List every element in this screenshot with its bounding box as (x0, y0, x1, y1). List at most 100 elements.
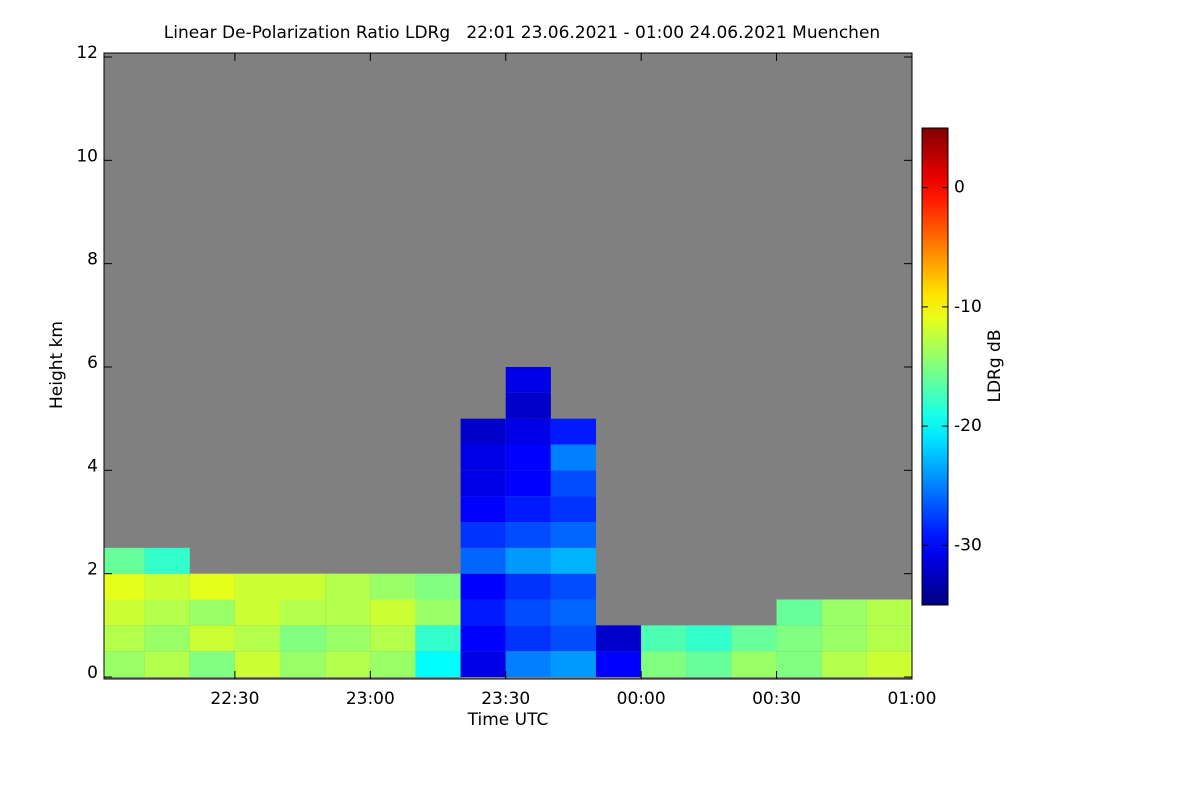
y-tick-label: 4 (87, 456, 98, 476)
heatmap-cell (325, 599, 371, 626)
heatmap-cell (550, 651, 597, 677)
heatmap-cell (460, 651, 506, 677)
heatmap-cell (325, 651, 371, 677)
heatmap-cell (460, 470, 506, 497)
colorbar-label: LDRg dB (985, 329, 1005, 402)
y-tick-label: 2 (87, 560, 98, 580)
y-tick-label: 0 (87, 663, 98, 683)
heatmap-cell (505, 367, 551, 393)
heatmap-cell (415, 625, 461, 652)
heatmap (104, 367, 912, 677)
x-tick-label: 23:00 (346, 689, 395, 709)
heatmap-cell (550, 625, 597, 652)
heatmap-cell (550, 599, 597, 626)
colorbar-tick-label: -20 (954, 416, 982, 436)
heatmap-cell (189, 625, 235, 652)
heatmap-cell (104, 573, 145, 600)
heatmap-cell (460, 573, 506, 600)
heatmap-cell (550, 496, 597, 522)
y-tick-label: 6 (87, 353, 98, 373)
heatmap-cell (144, 547, 190, 574)
heatmap-cell (550, 470, 597, 497)
heatmap-cell (821, 625, 867, 652)
heatmap-cell (821, 651, 867, 677)
heatmap-cell (234, 573, 281, 600)
heatmap-cell (460, 522, 506, 548)
heatmap-cell (325, 573, 371, 600)
heatmap-cell (370, 599, 416, 626)
heatmap-cell (189, 651, 235, 677)
plot-frame (103, 52, 913, 680)
heatmap-cell (234, 651, 281, 677)
heatmap-cell (641, 651, 687, 677)
heatmap-cell (821, 599, 867, 626)
x-tick-label: 01:00 (888, 689, 937, 709)
heatmap-cell (776, 625, 822, 652)
x-axis-label: Time UTC (467, 710, 549, 730)
heatmap-cell (505, 599, 551, 626)
heatmap-cell (460, 547, 506, 574)
heatmap-cell (596, 651, 642, 677)
heatmap-cell (104, 625, 145, 652)
heatmap-cell (686, 651, 732, 677)
heatmap-cell (189, 573, 235, 600)
x-tick-label: 00:30 (752, 689, 801, 709)
chart-title: Linear De-Polarization Ratio LDRg 22:01 … (164, 23, 880, 43)
heatmap-cell (144, 625, 190, 652)
heatmap-cell (505, 651, 551, 677)
heatmap-cell (104, 651, 145, 677)
heatmap-cell (104, 599, 145, 626)
colorbar-tick-label: -10 (954, 297, 982, 317)
heatmap-cell (280, 625, 326, 652)
colorbar (921, 127, 949, 606)
colorbar-tick-label: 0 (954, 178, 965, 198)
colorbar-tick-label: -30 (954, 535, 982, 555)
heatmap-cell (731, 651, 777, 677)
heatmap-cell (550, 573, 597, 600)
heatmap-cell (144, 573, 190, 600)
x-tick-label: 00:00 (617, 689, 666, 709)
heatmap-cell (415, 651, 461, 677)
heatmap-cell (505, 392, 551, 419)
heatmap-cell (866, 651, 912, 677)
heatmap-cell (505, 547, 551, 574)
heatmap-cell (144, 599, 190, 626)
heatmap-cell (866, 599, 912, 626)
heatmap-cell (280, 599, 326, 626)
heatmap-cell (550, 444, 597, 471)
heatmap-cell (596, 625, 642, 652)
heatmap-cell (731, 625, 777, 652)
heatmap-cell (280, 651, 326, 677)
heatmap-cell (505, 470, 551, 497)
x-tick-label: 22:30 (210, 689, 259, 709)
heatmap-cell (144, 651, 190, 677)
heatmap-cell (234, 599, 281, 626)
y-tick-label: 8 (87, 250, 98, 270)
y-axis-label: Height km (47, 321, 67, 409)
heatmap-cell (370, 651, 416, 677)
heatmap-cell (505, 444, 551, 471)
heatmap-cell (234, 625, 281, 652)
heatmap-cell (104, 547, 145, 574)
heatmap-cell (866, 625, 912, 652)
heatmap-cell (325, 625, 371, 652)
heatmap-cell (505, 522, 551, 548)
x-tick-label: 23:30 (481, 689, 530, 709)
heatmap-cell (505, 496, 551, 522)
heatmap-cell (370, 625, 416, 652)
heatmap-cell (550, 547, 597, 574)
heatmap-cell (415, 599, 461, 626)
heatmap-cell (686, 625, 732, 652)
y-tick-label: 10 (76, 146, 98, 166)
heatmap-cell (550, 522, 597, 548)
heatmap-cell (460, 418, 506, 445)
heatmap-cell (505, 625, 551, 652)
heatmap-cell (415, 573, 461, 600)
heatmap-cell (641, 625, 687, 652)
heatmap-cell (460, 444, 506, 471)
heatmap-cell (460, 625, 506, 652)
heatmap-cell (460, 599, 506, 626)
heatmap-cell (776, 599, 822, 626)
heatmap-cell (776, 651, 822, 677)
